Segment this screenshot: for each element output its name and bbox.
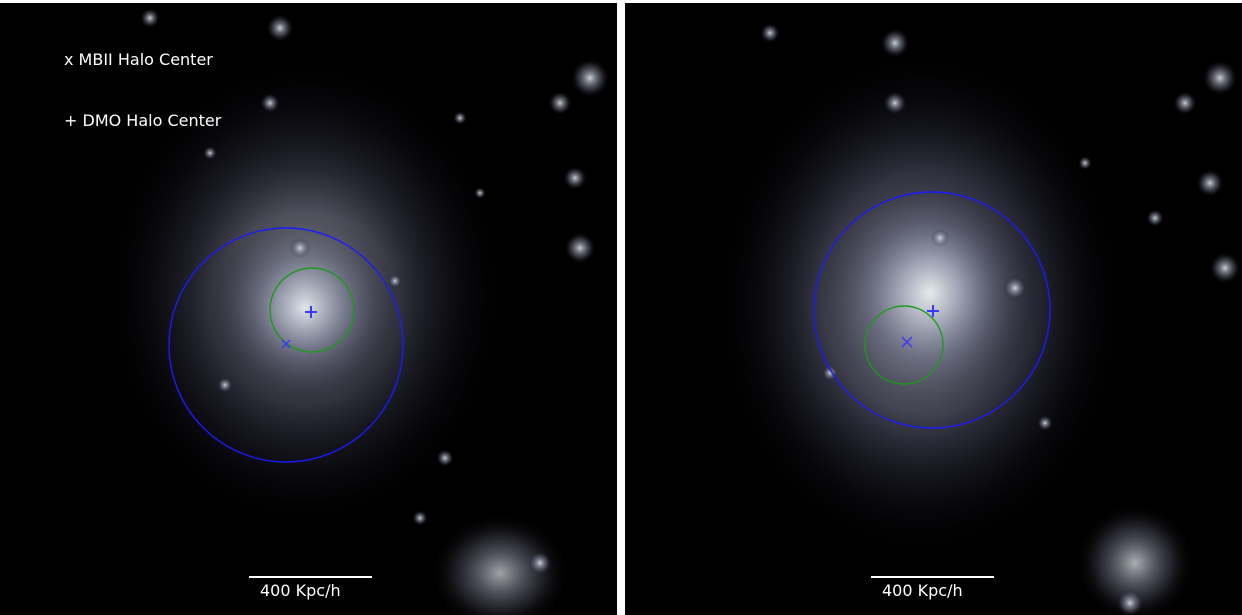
right-subhalo: [1078, 156, 1092, 170]
right-subhalo: [1146, 209, 1164, 227]
left-filament-bottom: [430, 513, 570, 615]
left-subhalo: [453, 111, 467, 125]
left-subhalo: [474, 187, 486, 199]
right-subhalo: [1116, 589, 1144, 615]
right-subhalo: [931, 229, 949, 247]
right-outer-circle: [813, 191, 1051, 429]
left-mbii-marker: [281, 339, 291, 349]
left-inner-circle: [269, 267, 355, 353]
right-inner-circle: [864, 305, 944, 385]
right-filament-bottom: [1075, 503, 1195, 615]
right-halo-image: [625, 3, 1242, 615]
right-subhalo: [822, 365, 838, 381]
right-subhalo: [760, 23, 780, 43]
left-subhalo: [564, 232, 596, 264]
left-subhalo: [260, 93, 280, 113]
right-subhalo: [1003, 276, 1027, 300]
left-subhalo: [548, 91, 572, 115]
right-scale-bar-label: 400 Kpc/h: [882, 581, 963, 600]
right-halo-core: [820, 173, 1040, 413]
left-subhalo: [412, 510, 428, 526]
right-subhalo: [1209, 252, 1241, 284]
left-halo-core: [210, 213, 400, 403]
left-halo-image: [0, 3, 617, 615]
left-subhalo: [563, 166, 587, 190]
right-panel: 400 Kpc/h: [625, 3, 1242, 615]
left-panel: x MBII Halo Center + DMO Halo Center 400…: [0, 3, 617, 615]
right-subhalo: [883, 91, 907, 115]
right-subhalo: [1037, 415, 1053, 431]
right-subhalo: [1202, 60, 1238, 96]
left-scale-bar-label: 400 Kpc/h: [260, 581, 341, 600]
right-mbii-marker: [901, 336, 913, 348]
left-subhalo: [217, 377, 233, 393]
left-subhalo: [266, 14, 294, 42]
right-subhalo: [1196, 169, 1224, 197]
right-dmo-marker: [927, 305, 939, 317]
right-subhalo: [1173, 91, 1197, 115]
left-subhalo: [140, 8, 160, 28]
left-subhalo: [203, 146, 217, 160]
right-subhalo: [880, 28, 910, 58]
left-dmo-marker: [305, 306, 317, 318]
legend-mbii-label: x MBII Halo Center: [64, 50, 213, 69]
left-scale-bar: [249, 576, 372, 578]
left-subhalo: [436, 449, 454, 467]
left-subhalo: [528, 551, 552, 575]
left-subhalo: [570, 58, 610, 98]
left-outer-circle: [168, 227, 404, 463]
legend-dmo-label: + DMO Halo Center: [64, 111, 222, 130]
right-scale-bar: [871, 576, 994, 578]
left-subhalo: [290, 238, 310, 258]
left-subhalo: [388, 274, 402, 288]
